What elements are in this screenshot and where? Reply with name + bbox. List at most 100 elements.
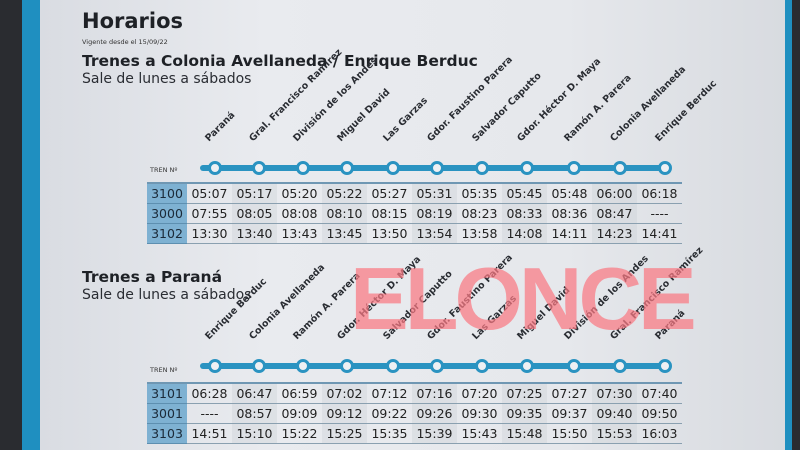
- station-stop-icon: [430, 359, 444, 373]
- departure-time: 08:47: [592, 203, 637, 224]
- station-stop-icon: [208, 359, 222, 373]
- departure-time: 07:30: [592, 382, 637, 404]
- departure-time: 14:51: [187, 423, 232, 444]
- departure-time: 06:47: [232, 382, 277, 404]
- section2-subtitle: Sale de lunes a sábados: [82, 287, 252, 303]
- departure-time: 16:03: [637, 423, 682, 444]
- departure-time: 08:08: [277, 203, 322, 224]
- departure-time: 07:40: [637, 382, 682, 404]
- departure-time: 08:19: [412, 203, 457, 224]
- station-stop-icon: [475, 161, 489, 175]
- departure-time: 15:22: [277, 423, 322, 444]
- departure-time: 09:40: [592, 403, 637, 424]
- elonce-watermark: ELONCE: [350, 249, 697, 348]
- departure-time: 15:43: [457, 423, 502, 444]
- station-stop-icon: [340, 161, 354, 175]
- section1-heading: Trenes a Colonia Avellaneda / Enrique Be…: [82, 52, 478, 70]
- departure-time: 07:16: [412, 382, 457, 404]
- section1-timetable: 3100 05:07 05:17 05:20 05:22 05:27 05:31 05:35 0…: [147, 182, 682, 244]
- station-stop-icon: [386, 359, 400, 373]
- departure-time: 09:09: [277, 403, 322, 424]
- table-row: 3101 06:28 06:47 06:59 07:02 07:12 07:16 07:20 0…: [147, 382, 682, 404]
- departure-time: 05:20: [277, 182, 322, 204]
- station-stop-icon: [613, 161, 627, 175]
- departure-time: 15:39: [412, 423, 457, 444]
- station-stop-icon: [296, 161, 310, 175]
- departure-time: 07:55: [187, 203, 232, 224]
- departure-time: 05:35: [457, 182, 502, 204]
- departure-time: 08:57: [232, 403, 277, 424]
- departure-time: 05:22: [322, 182, 367, 204]
- departure-time: 06:59: [277, 382, 322, 404]
- station-stop-icon: [430, 161, 444, 175]
- departure-time: 15:25: [322, 423, 367, 444]
- departure-time: 08:36: [547, 203, 592, 224]
- station-stop-icon: [340, 359, 354, 373]
- station-stop-icon: [252, 161, 266, 175]
- departure-time: 05:48: [547, 182, 592, 204]
- departure-time: 09:22: [367, 403, 412, 424]
- departure-time: ----: [187, 403, 232, 424]
- departure-time: 05:31: [412, 182, 457, 204]
- departure-time: 13:58: [457, 223, 502, 244]
- departure-time: 14:08: [502, 223, 547, 244]
- departure-time: 13:43: [277, 223, 322, 244]
- station-stop-icon: [613, 359, 627, 373]
- station-stop-icon: [567, 161, 581, 175]
- departure-time: 13:50: [367, 223, 412, 244]
- page-title: Horarios: [82, 9, 184, 33]
- train-number: 3100: [147, 182, 187, 204]
- departure-time: 06:00: [592, 182, 637, 204]
- table-row: 3100 05:07 05:17 05:20 05:22 05:27 05:31 05:35 0…: [147, 182, 682, 204]
- departure-time: 07:25: [502, 382, 547, 404]
- section2-heading: Trenes a Paraná: [82, 268, 223, 286]
- departure-time: 09:30: [457, 403, 502, 424]
- departure-time: 13:40: [232, 223, 277, 244]
- train-number-label: TREN Nº: [150, 366, 178, 374]
- departure-time: 14:11: [547, 223, 592, 244]
- departure-time: 05:27: [367, 182, 412, 204]
- station-stop-icon: [252, 359, 266, 373]
- section1-subtitle: Sale de lunes a sábados: [82, 71, 252, 87]
- departure-time: 15:48: [502, 423, 547, 444]
- departure-time: ----: [637, 203, 682, 224]
- table-row: 3000 07:55 08:05 08:08 08:10 08:15 08:19 08:23 0…: [147, 203, 682, 224]
- station-stop-icon: [208, 161, 222, 175]
- departure-time: 07:02: [322, 382, 367, 404]
- departure-time: 06:18: [637, 182, 682, 204]
- departure-time: 15:53: [592, 423, 637, 444]
- departure-time: 05:45: [502, 182, 547, 204]
- departure-time: 13:30: [187, 223, 232, 244]
- departure-time: 08:23: [457, 203, 502, 224]
- train-number-label: TREN Nº: [150, 166, 178, 174]
- train-number: 3101: [147, 382, 187, 404]
- departure-time: 09:35: [502, 403, 547, 424]
- departure-time: 09:12: [322, 403, 367, 424]
- departure-time: 08:05: [232, 203, 277, 224]
- departure-time: 05:07: [187, 182, 232, 204]
- station-stop-icon: [386, 161, 400, 175]
- departure-time: 08:15: [367, 203, 412, 224]
- station-stop-icon: [658, 359, 672, 373]
- departure-time: 14:41: [637, 223, 682, 244]
- departure-time: 09:26: [412, 403, 457, 424]
- departure-time: 07:27: [547, 382, 592, 404]
- table-row: 3103 14:51 15:10 15:22 15:25 15:35 15:39 15:43 1…: [147, 423, 682, 444]
- departure-time: 07:12: [367, 382, 412, 404]
- train-number: 3102: [147, 223, 187, 244]
- station-stop-icon: [296, 359, 310, 373]
- table-row: 3102 13:30 13:40 13:43 13:45 13:50 13:54 13:58 1…: [147, 223, 682, 244]
- station-stop-icon: [520, 161, 534, 175]
- departure-time: 08:33: [502, 203, 547, 224]
- train-number: 3103: [147, 423, 187, 444]
- table-row: 3001 ---- 08:57 09:09 09:12 09:22 09:26 09:30 09…: [147, 403, 682, 424]
- section2-timetable: 3101 06:28 06:47 06:59 07:02 07:12 07:16 07:20 0…: [147, 382, 682, 444]
- departure-time: 05:17: [232, 182, 277, 204]
- departure-time: 07:20: [457, 382, 502, 404]
- departure-time: 09:50: [637, 403, 682, 424]
- train-number: 3001: [147, 403, 187, 424]
- departure-time: 06:28: [187, 382, 232, 404]
- station-stop-icon: [658, 161, 672, 175]
- station-stop-icon: [475, 359, 489, 373]
- departure-time: 15:10: [232, 423, 277, 444]
